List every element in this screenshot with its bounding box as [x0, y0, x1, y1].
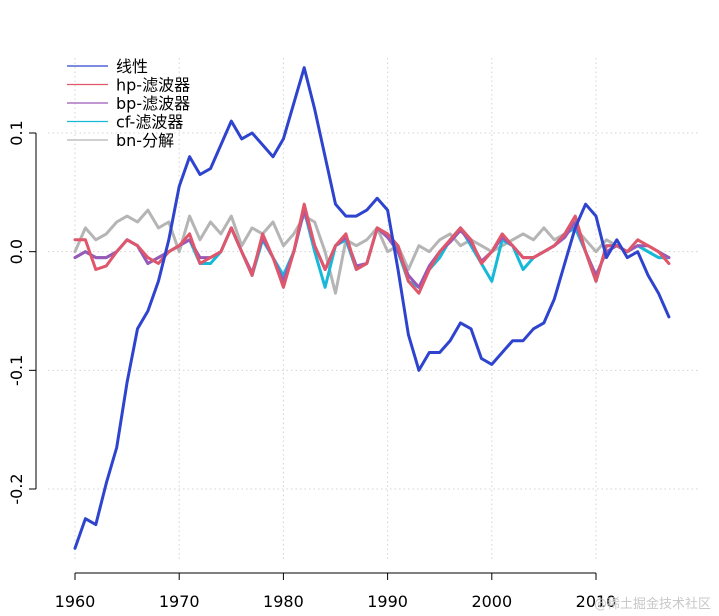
y-tick-label: 0.1: [7, 120, 26, 145]
x-tick-label: 2010: [576, 592, 617, 611]
axes: 1960 1970 1980 1990 2000 2010 -0.2 -0.1 0.0 0.1: [7, 120, 616, 611]
x-tick-label: 1960: [55, 592, 96, 611]
legend-label: hp-滤波器: [116, 76, 190, 95]
legend-label: bn-分解: [116, 131, 174, 150]
x-tick-label: 1980: [263, 592, 304, 611]
y-tick-label: 0.0: [7, 239, 26, 264]
watermark: @稀土掘金技术社区: [593, 597, 711, 612]
legend-label: cf-滤波器: [116, 113, 183, 132]
series-line-1: [73, 66, 671, 550]
y-tick-label: -0.1: [7, 355, 26, 386]
x-tick-label: 2000: [471, 592, 512, 611]
series-lines: [73, 66, 671, 550]
x-tick-label: 1970: [159, 592, 200, 611]
legend-label: bp-滤波器: [116, 94, 190, 113]
x-tick-label: 1990: [367, 592, 408, 611]
y-tick-label: -0.2: [7, 473, 26, 504]
grid: [48, 58, 698, 560]
legend-label: 线性: [116, 57, 148, 76]
series-line-2: [73, 202, 671, 295]
